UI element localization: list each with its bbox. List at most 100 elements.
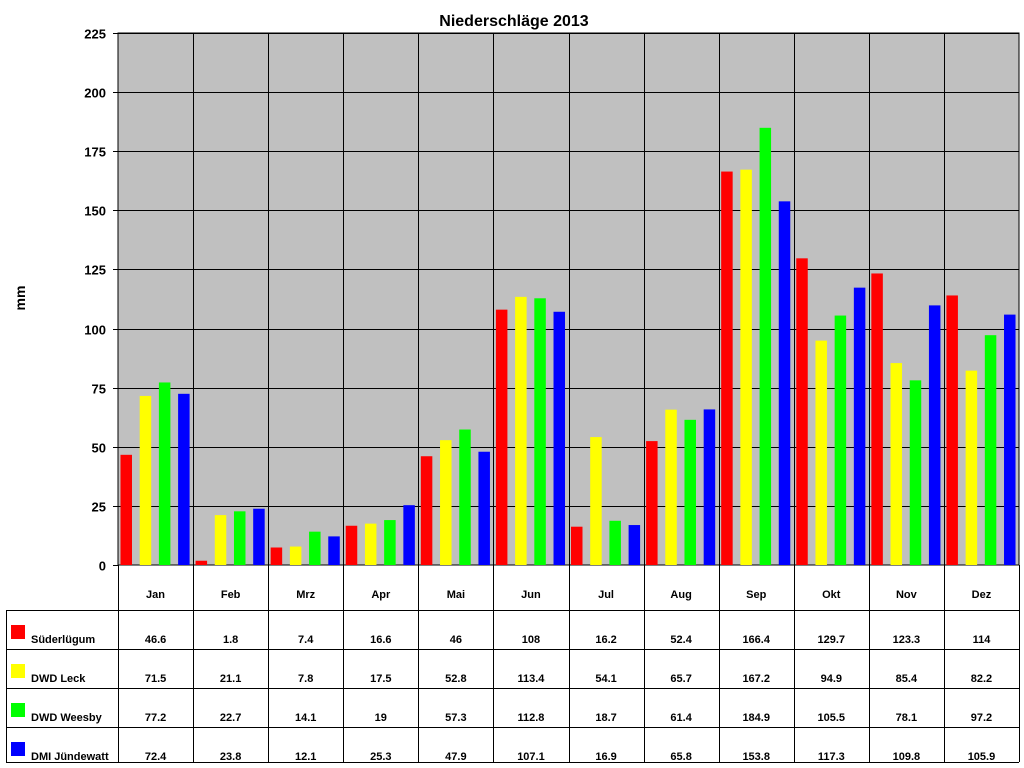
x-tick-label: Sep: [746, 589, 766, 601]
table-value: 184.9: [742, 712, 770, 724]
x-tick-label: Jul: [598, 589, 614, 601]
table-value: 166.4: [742, 634, 770, 646]
bar-s-derl-gum-feb: [195, 560, 208, 565]
chart-title: Niederschläge 2013: [439, 13, 589, 30]
table-value: 107.1: [517, 751, 545, 763]
bars: [120, 127, 1016, 566]
bar-dmi-j-ndewatt-aug: [703, 409, 716, 565]
table-value: 23.8: [220, 751, 241, 763]
bar-dwd-weesby-jan: [158, 382, 171, 565]
x-tick-label: Mai: [447, 589, 465, 601]
table-value: 16.9: [595, 751, 616, 763]
x-tick-label: Aug: [670, 589, 691, 601]
x-tick-label: Jun: [521, 589, 541, 601]
x-tick-label: Feb: [221, 589, 241, 601]
y-tick-label: 100: [84, 323, 106, 338]
bar-dmi-j-ndewatt-jan: [178, 393, 190, 565]
y-tick-label: 25: [92, 500, 106, 515]
legend-label-dwd-weesby: DWD Weesby: [31, 712, 103, 724]
bar-dwd-leck-nov: [890, 363, 903, 565]
bar-dwd-leck-mrz: [289, 546, 302, 565]
table-value: 7.4: [298, 634, 314, 646]
legend-key-dwd-weesby: [11, 703, 25, 717]
table-value: 85.4: [896, 673, 918, 685]
table-value: 1.8: [223, 634, 238, 646]
bar-dmi-j-ndewatt-sep: [778, 201, 791, 565]
bar-s-derl-gum-dez: [946, 295, 958, 565]
y-tick-label: 225: [84, 27, 106, 42]
table-value: 57.3: [445, 712, 466, 724]
x-tick-label: Nov: [896, 589, 918, 601]
bar-dwd-leck-jul: [590, 437, 602, 565]
table-value: 17.5: [370, 673, 391, 685]
table-value: 16.6: [370, 634, 391, 646]
bar-dmi-j-ndewatt-nov: [928, 305, 941, 565]
table-value: 18.7: [595, 712, 616, 724]
table-value: 72.4: [145, 751, 167, 763]
bar-dwd-leck-feb: [214, 515, 227, 565]
bar-dmi-j-ndewatt-mai: [478, 451, 490, 565]
legend-key-dwd-leck: [11, 664, 25, 678]
bar-dwd-weesby-apr: [384, 520, 396, 565]
x-tick-label: Okt: [822, 589, 841, 601]
table-value: 54.1: [595, 673, 616, 685]
bar-s-derl-gum-okt: [796, 258, 808, 565]
y-axis-label: mm: [12, 286, 28, 311]
x-tick-label: Apr: [371, 589, 391, 601]
bar-s-derl-gum-jan: [120, 454, 132, 565]
bar-dwd-leck-aug: [665, 409, 677, 565]
table-value: 114: [973, 634, 992, 646]
table-value: 97.2: [971, 712, 992, 724]
bar-s-derl-gum-nov: [871, 273, 883, 565]
table-value: 46: [450, 634, 462, 646]
table-value: 109.8: [893, 751, 921, 763]
table-value: 16.2: [595, 634, 616, 646]
bar-dwd-leck-jun: [515, 296, 527, 565]
table-value: 21.1: [220, 673, 241, 685]
bar-dmi-j-ndewatt-jun: [553, 311, 566, 565]
table-value: 129.7: [818, 634, 846, 646]
table-value: 108: [522, 634, 540, 646]
bar-s-derl-gum-mrz: [270, 547, 283, 565]
table-value: 123.3: [893, 634, 921, 646]
legend-label-dmi-j-ndewatt: DMI Jündewatt: [31, 751, 109, 763]
bar-dwd-weesby-mrz: [309, 531, 321, 565]
bar-dmi-j-ndewatt-dez: [1004, 314, 1016, 565]
table-value: 117.3: [818, 751, 845, 763]
bar-dwd-weesby-sep: [759, 127, 772, 566]
table-value: 52.8: [445, 673, 466, 685]
bar-s-derl-gum-mai: [420, 456, 433, 565]
bar-dmi-j-ndewatt-jul: [628, 525, 641, 565]
legend-key-s-derl-gum: [11, 625, 25, 639]
table-value: 19: [375, 712, 387, 724]
table-value: 82.2: [971, 673, 992, 685]
bar-dmi-j-ndewatt-mrz: [328, 536, 340, 565]
table-value: 105.9: [968, 751, 996, 763]
bar-dmi-j-ndewatt-feb: [253, 508, 265, 565]
legend-label-dwd-leck: DWD Leck: [31, 673, 86, 685]
table-value: 65.8: [670, 751, 691, 763]
table-value: 47.9: [445, 751, 466, 763]
bar-dmi-j-ndewatt-okt: [853, 287, 866, 565]
bar-dwd-leck-sep: [740, 169, 752, 565]
legend-key-dmi-j-ndewatt: [11, 742, 25, 756]
table-value: 77.2: [145, 712, 166, 724]
y-tick-label: 150: [84, 204, 106, 219]
table-value: 167.2: [742, 673, 770, 685]
bar-dwd-weesby-dez: [984, 335, 997, 565]
table-value: 94.9: [821, 673, 842, 685]
y-tick-label: 200: [84, 86, 106, 101]
y-tick-label: 50: [92, 441, 106, 456]
bar-dwd-weesby-feb: [233, 511, 246, 565]
y-axis-ticks: 0 25 50 75 100 125 150 175 200 225: [84, 27, 118, 574]
table-value: 105.5: [818, 712, 846, 724]
bar-s-derl-gum-jun: [495, 309, 508, 565]
x-tick-label: Dez: [972, 589, 992, 601]
bar-s-derl-gum-jul: [571, 526, 583, 565]
table-value: 113.4: [517, 673, 545, 685]
x-tick-label: Jan: [146, 589, 165, 601]
bar-dwd-weesby-jul: [609, 520, 621, 565]
legend-label-s-derl-gum: Süderlügum: [31, 634, 95, 646]
table-value: 71.5: [145, 673, 166, 685]
